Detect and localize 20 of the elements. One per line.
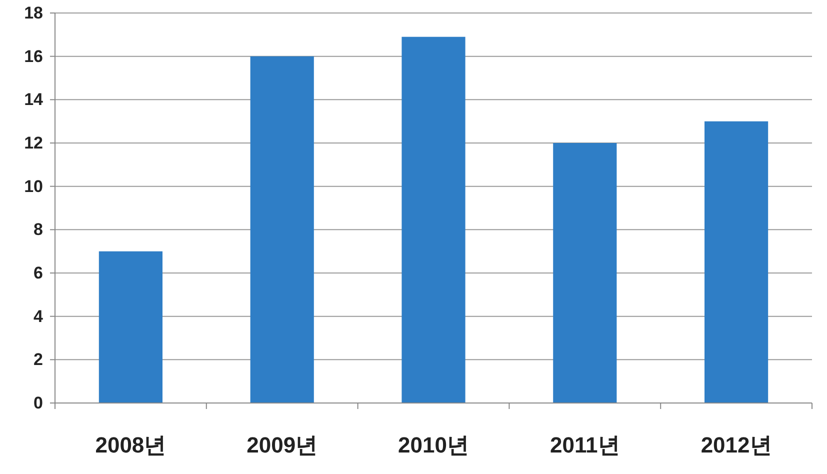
bar [704,121,768,403]
y-tick-label: 18 [24,4,43,22]
bar [250,56,314,403]
y-tick-label: 0 [34,394,43,412]
bar [553,143,617,403]
y-tick-label: 16 [24,46,43,66]
y-tick-label: 10 [24,176,43,196]
x-tick-label: 2010년 [398,432,469,458]
bar [98,251,162,403]
y-tick-label: 14 [24,90,44,110]
x-tick-label: 2012년 [700,432,772,458]
x-tick-label: 2008년 [95,432,166,458]
x-tick-label: 2011년 [550,432,620,458]
x-tick-label: 2009년 [246,432,318,458]
y-tick-label: 6 [34,264,43,282]
y-tick-label: 8 [34,220,43,240]
bar [402,36,466,403]
y-tick-label: 12 [24,134,43,152]
y-tick-label: 2 [34,350,43,370]
y-tick-label: 4 [34,306,44,326]
